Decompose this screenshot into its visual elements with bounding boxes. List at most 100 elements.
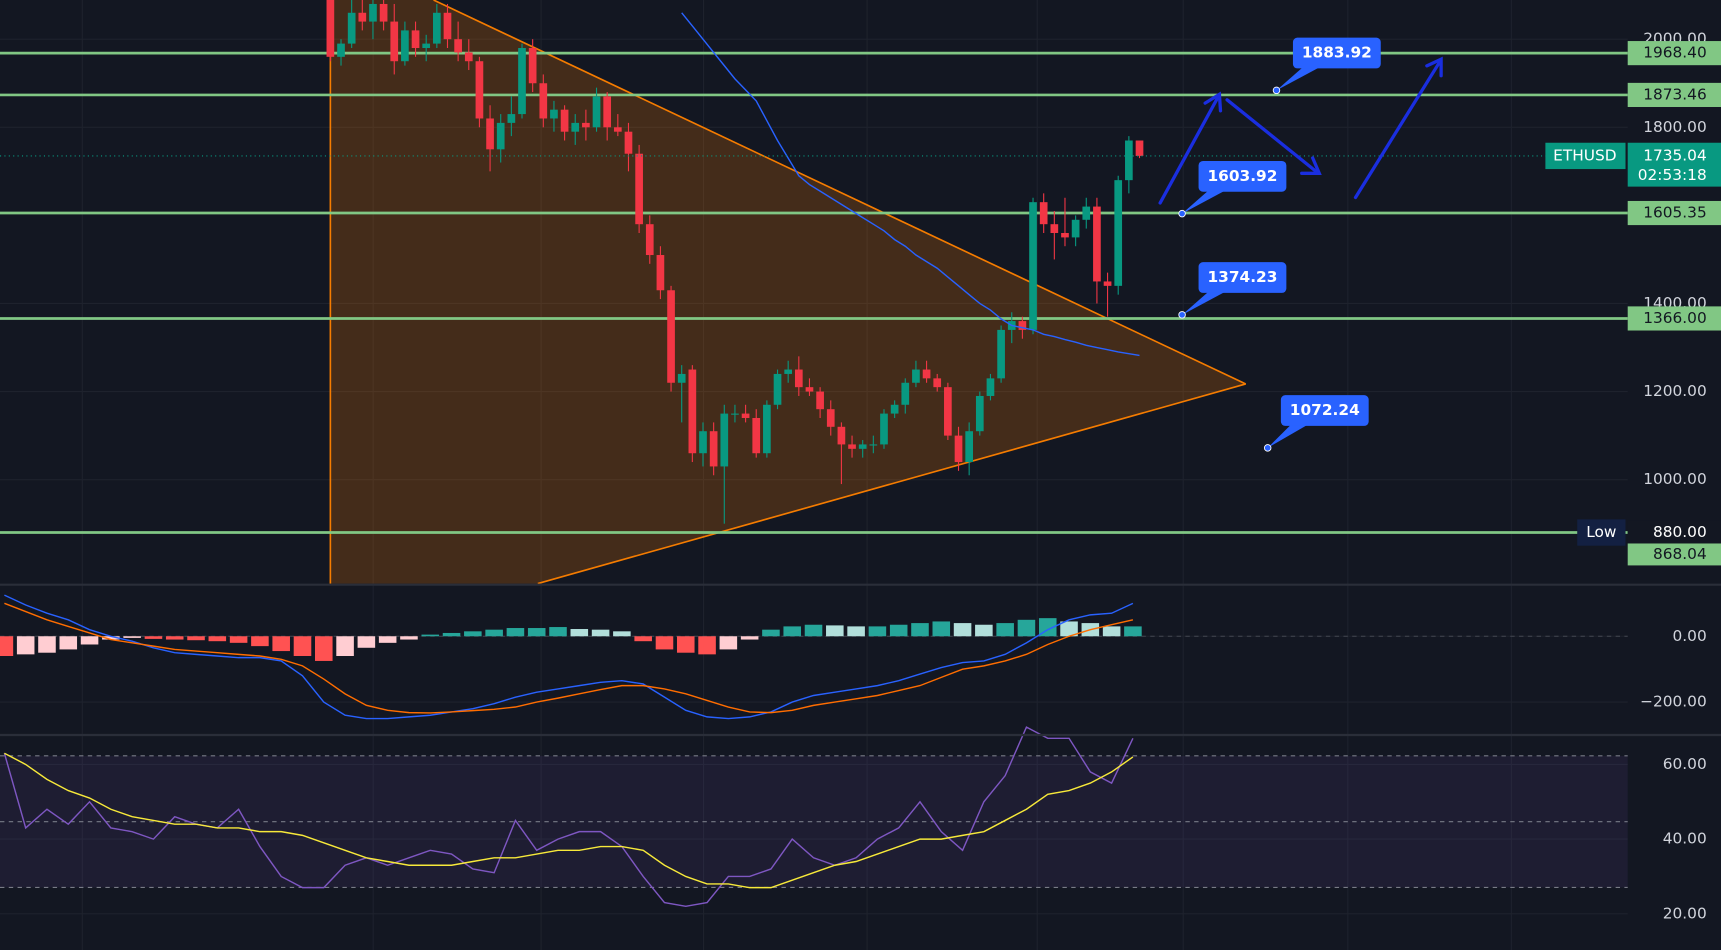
candle-body <box>720 413 729 467</box>
candle-body <box>1093 206 1101 282</box>
price-axis: 1000.001200.001400.001800.002000.001968.… <box>1545 30 1721 922</box>
candle-body <box>337 43 345 57</box>
candle-body <box>848 444 856 449</box>
histogram-bar <box>293 636 312 657</box>
histogram-bar <box>549 627 567 637</box>
level-label: 880.00 <box>1653 523 1707 541</box>
candle-body <box>379 3 388 22</box>
callout-label: 1072.24 <box>1290 401 1360 419</box>
candle-body <box>677 373 686 383</box>
candle-body <box>656 255 665 291</box>
histogram-bar <box>847 626 865 637</box>
arrows <box>1158 56 1443 205</box>
low-label: Low <box>1586 523 1616 541</box>
candle-body <box>869 444 878 446</box>
candle-body <box>432 12 441 44</box>
moving-average <box>681 12 1140 357</box>
candle-body <box>1029 202 1037 330</box>
callout-anchor <box>1272 86 1281 95</box>
level-label: 1968.40 <box>1643 44 1707 62</box>
candle-body <box>518 48 526 115</box>
last-price-label: 1735.04 <box>1643 146 1707 164</box>
candle-body <box>592 96 601 128</box>
level-label: 1605.35 <box>1643 204 1707 222</box>
plot <box>0 0 1628 908</box>
low-extra-tag <box>1627 543 1721 566</box>
level-tag <box>1627 520 1721 545</box>
candle-body <box>890 404 899 414</box>
callout-box <box>1198 160 1287 192</box>
callout-anchor <box>1178 311 1186 319</box>
candle-body <box>794 369 803 388</box>
candle-body <box>773 373 782 405</box>
candle-body <box>496 122 505 150</box>
candle-body <box>475 61 484 119</box>
candle-body <box>805 387 814 392</box>
candle-body <box>752 417 761 454</box>
candle-body <box>571 122 580 132</box>
candle-body <box>912 369 920 383</box>
candle-body <box>550 109 558 119</box>
callout-box <box>1292 37 1381 69</box>
callout-label: 1883.92 <box>1302 44 1372 62</box>
level-label: 1873.46 <box>1643 85 1707 103</box>
y-tick-label: −200.00 <box>1640 693 1707 711</box>
candle-body <box>1050 224 1059 234</box>
candle-body <box>763 404 771 454</box>
histogram-bar <box>38 636 56 653</box>
level-tag <box>1627 41 1721 66</box>
indicator-line <box>4 602 1134 714</box>
histogram-bar <box>272 636 290 652</box>
candle-body <box>1071 219 1080 238</box>
candle-body <box>1039 202 1048 225</box>
callout-anchor <box>1178 209 1186 218</box>
candle-body <box>816 391 824 410</box>
histogram-bar <box>698 636 716 655</box>
candle-body <box>997 329 1005 379</box>
histogram-bar <box>378 636 397 643</box>
histogram-bar <box>208 636 227 642</box>
histogram-bar <box>0 636 14 657</box>
histogram-bar <box>826 625 844 637</box>
y-tick-label: 1800.00 <box>1643 118 1707 136</box>
histogram-bar <box>251 636 269 647</box>
histogram-bar <box>144 636 163 639</box>
histogram-bar <box>911 623 929 637</box>
candle-body <box>1082 206 1091 220</box>
candle-body <box>784 369 793 374</box>
candle-body <box>347 12 356 44</box>
symbol-tag <box>1545 142 1626 170</box>
candle-body <box>603 96 612 128</box>
candle-body <box>464 52 473 62</box>
candle-body <box>1061 233 1069 238</box>
histogram-bar <box>123 636 141 638</box>
histogram-bar <box>889 624 908 637</box>
y-tick-label: 1200.00 <box>1643 382 1707 400</box>
candle-body <box>858 444 867 449</box>
indicator-line <box>4 752 1134 889</box>
candle-body <box>624 131 633 154</box>
callout-box <box>1198 262 1287 293</box>
histogram-bar <box>676 636 695 653</box>
candle-body <box>539 83 548 119</box>
histogram-bar <box>740 636 759 640</box>
triangle-fill <box>330 0 1246 584</box>
candle-body <box>645 224 654 256</box>
histogram-bar <box>719 636 738 650</box>
histogram-bar <box>357 636 376 648</box>
candle-body <box>613 127 622 132</box>
candle-body <box>922 369 931 379</box>
histogram-bar <box>868 626 887 637</box>
histogram-bar <box>336 636 354 657</box>
level-label: 1366.00 <box>1643 309 1707 327</box>
histogram-bar <box>783 626 802 637</box>
histogram-bar <box>570 629 589 637</box>
y-tick-label: 1000.00 <box>1643 470 1707 488</box>
histogram-bar <box>187 636 205 641</box>
countdown-label: 02:53:18 <box>1638 166 1707 184</box>
candle-body <box>709 431 718 467</box>
candle-body <box>699 431 707 454</box>
candle-body <box>944 387 952 436</box>
callout-pointer <box>1276 66 1322 91</box>
